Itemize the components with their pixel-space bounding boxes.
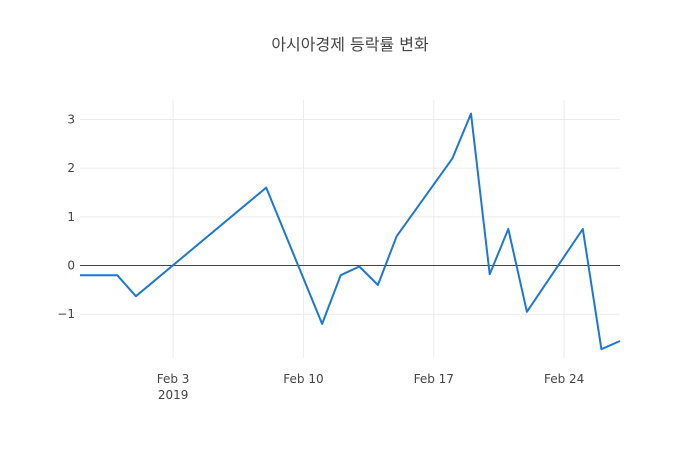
x-tick-label: Feb 24 xyxy=(544,372,584,386)
x-tick-year-label: 2019 xyxy=(158,388,189,402)
data-point xyxy=(377,284,379,286)
y-tick-label: 1 xyxy=(67,210,75,224)
data-point xyxy=(358,266,360,268)
data-point xyxy=(396,235,398,237)
data-point xyxy=(116,274,118,276)
data-point xyxy=(600,348,602,350)
data-point xyxy=(526,311,528,313)
data-point xyxy=(321,323,323,325)
data-point xyxy=(340,274,342,276)
series-layer xyxy=(79,112,621,351)
data-point xyxy=(265,187,267,189)
data-point xyxy=(582,228,584,230)
chart-title: 아시아경제 등락률 변화 xyxy=(271,35,429,54)
x-tick-label: Feb 17 xyxy=(414,372,454,386)
y-tick-label: 2 xyxy=(67,161,75,175)
data-point xyxy=(619,340,621,342)
data-point xyxy=(79,274,81,276)
y-tick-label: −1 xyxy=(57,307,75,321)
x-tick-label: Feb 10 xyxy=(283,372,323,386)
grid-lines xyxy=(80,100,620,358)
y-tick-label: 0 xyxy=(67,259,75,273)
data-point xyxy=(507,228,509,230)
data-point xyxy=(470,113,472,115)
x-tick-label: Feb 3 xyxy=(157,372,190,386)
data-point xyxy=(451,157,453,159)
y-tick-label: 3 xyxy=(67,112,75,126)
axis-labels: Feb 3 2019 Feb 10 Feb 17 Feb 24 −1 0 1 2 3 xyxy=(57,112,584,402)
series-line xyxy=(80,112,621,351)
data-point xyxy=(489,273,491,275)
data-point xyxy=(135,295,137,297)
